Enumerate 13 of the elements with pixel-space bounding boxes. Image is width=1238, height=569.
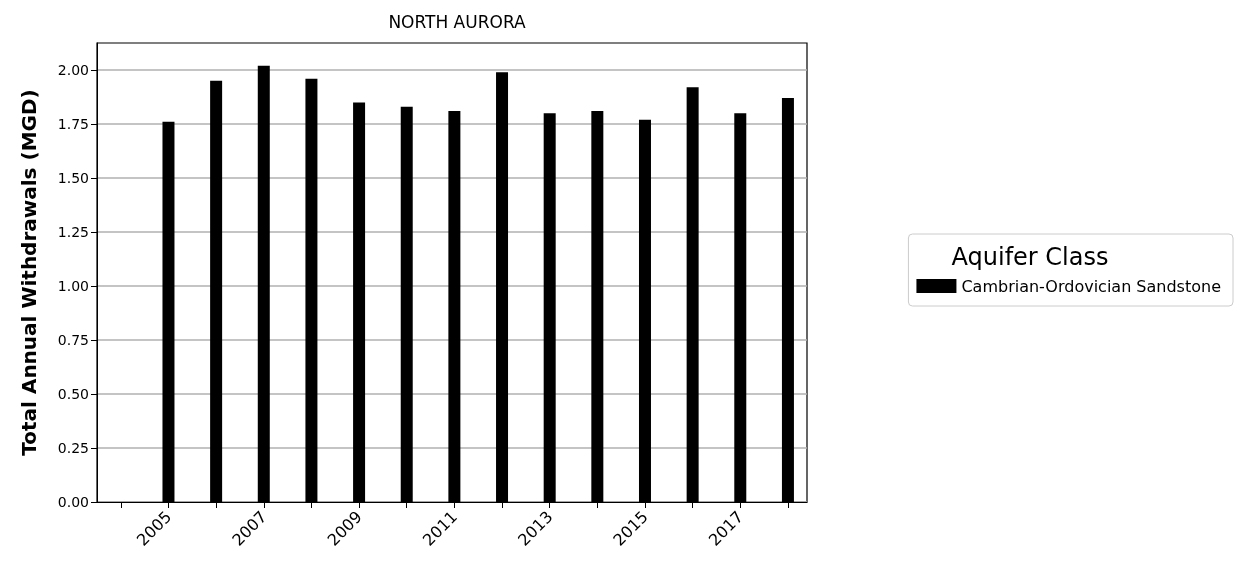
legend-label: Cambrian-Ordovician Sandstone	[961, 276, 1222, 296]
y-axis-title: Total Annual Withdrawals (MGD)	[17, 89, 41, 456]
y-tick-label: 0.00	[57, 494, 89, 510]
legend-title: Aquifer Class	[951, 243, 1109, 271]
y-tick-label: 1.50	[57, 170, 89, 186]
y-tick-label: 0.50	[57, 386, 89, 402]
y-tick-label: 0.75	[57, 332, 89, 348]
y-tick-label: 0.25	[57, 440, 89, 456]
chart-title: NORTH AURORA	[388, 11, 526, 32]
y-tick-label: 2.00	[57, 62, 89, 78]
y-tick-label: 1.00	[57, 278, 89, 294]
y-tick-label: 1.75	[57, 116, 89, 132]
y-tick-label: 1.25	[57, 224, 89, 240]
